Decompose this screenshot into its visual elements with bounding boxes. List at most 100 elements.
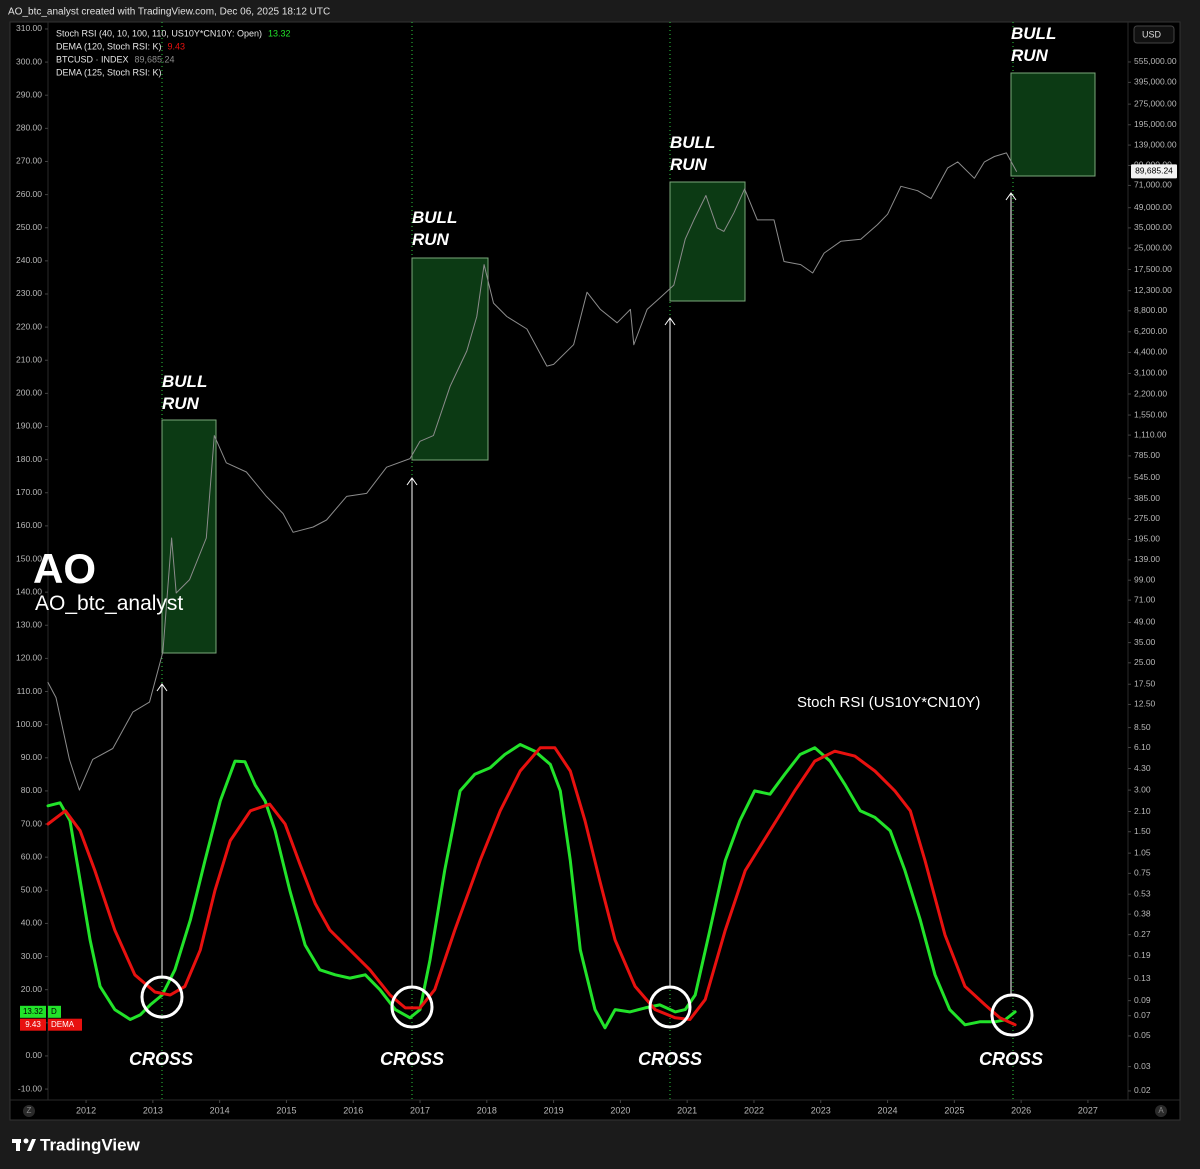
y2-tick-label: 0.13 — [1134, 973, 1151, 983]
button-bg — [1155, 1105, 1167, 1117]
legend-entry: DEMA (125, Stoch RSI: K) — [56, 67, 162, 77]
annotation: CROSS — [637, 1049, 703, 1069]
annotation: BULL RUN — [162, 372, 208, 413]
y-tick-label: 260.00 — [16, 189, 42, 199]
y2-tick-label: 35.00 — [1134, 637, 1156, 647]
legend-value: 13.32 — [268, 28, 291, 38]
x-tick-label: 2026 — [1011, 1105, 1031, 1115]
y-tick-label: -10.00 — [18, 1083, 42, 1093]
annotation: BULL RUN — [1011, 24, 1057, 65]
y-tick-label: 200.00 — [16, 388, 42, 398]
annotation: CROSS — [128, 1049, 194, 1069]
price-tag-label: 89,685.24 — [1135, 166, 1173, 176]
y2-tick-label: 12.50 — [1134, 699, 1156, 709]
y-tick-label: 60.00 — [21, 851, 43, 861]
y2-tick-label: 0.03 — [1134, 1061, 1151, 1071]
legend-entry: DEMA (120, Stoch RSI: K) — [56, 41, 162, 51]
y-tick-label: 220.00 — [16, 321, 42, 331]
price-line — [47, 152, 1017, 791]
y2-tick-label: 2,200.00 — [1134, 388, 1167, 398]
x-tick-label: 2021 — [677, 1105, 697, 1115]
x-tick-label: 2019 — [544, 1105, 564, 1115]
bull-run-box — [161, 419, 217, 654]
brand: TradingView — [40, 1135, 141, 1154]
bull-run-box — [411, 257, 489, 461]
value-tag-label: 13.32 — [23, 1007, 44, 1016]
x-tick-label: 2014 — [210, 1105, 230, 1115]
y-tick-label: 210.00 — [16, 354, 42, 364]
y-tick-label: 110.00 — [17, 686, 43, 696]
y-tick-label: 30.00 — [21, 951, 43, 961]
zoom-button[interactable]: Z — [27, 1106, 32, 1115]
y2-tick-label: 1.05 — [1134, 847, 1151, 857]
y-tick-label: 250.00 — [16, 222, 42, 232]
annotation: BULL RUN — [670, 133, 716, 174]
auto-button[interactable]: A — [1158, 1106, 1164, 1115]
y2-tick-label: 8,800.00 — [1134, 305, 1167, 315]
cross-circle — [140, 975, 184, 1019]
indicator-line — [46, 743, 1017, 1030]
y-tick-label: 90.00 — [21, 752, 43, 762]
y2-tick-label: 4.30 — [1134, 763, 1151, 773]
y2-tick-label: 6,200.00 — [1134, 326, 1167, 336]
annotation: CROSS — [379, 1049, 445, 1069]
currency: USD — [1142, 29, 1162, 39]
arrow-head — [1005, 192, 1017, 201]
logo-part — [27, 1139, 36, 1151]
y2-tick-label: 17.50 — [1134, 678, 1156, 688]
y-tick-label: 40.00 — [21, 918, 43, 928]
y2-tick-label: 17,500.00 — [1134, 264, 1172, 274]
y2-tick-label: 545.00 — [1134, 472, 1160, 482]
y2-tick-label: 12,300.00 — [1134, 285, 1172, 295]
y2-tick-label: 1,550.00 — [1134, 409, 1167, 419]
arrow-head — [406, 477, 418, 486]
logo-part — [16, 1139, 20, 1151]
y2-tick-label: 385.00 — [1134, 493, 1160, 503]
y2-tick-label: 785.00 — [1134, 450, 1160, 460]
x-tick-label: 2013 — [143, 1105, 163, 1115]
annotation: BULL RUN — [412, 208, 458, 249]
y2-tick-label: 25,000.00 — [1134, 242, 1172, 252]
y2-tick-label: 49.00 — [1134, 617, 1156, 627]
y-tick-label: 50.00 — [21, 885, 43, 895]
y-tick-label: 310.00 — [16, 23, 42, 33]
series-tag — [48, 1005, 61, 1018]
y2-tick-label: 555,000.00 — [1134, 56, 1177, 66]
x-tick-label: 2012 — [76, 1105, 96, 1115]
y-tick-label: 150.00 — [16, 553, 42, 563]
annotation: Stoch RSI (US10Y*CN10Y) — [797, 694, 981, 711]
header-title: AO_btc_analyst created with TradingView.… — [8, 7, 330, 18]
y2-tick-label: 0.53 — [1134, 888, 1151, 898]
legend-entry: BTCUSD · INDEX — [56, 54, 129, 64]
x-tick-label: 2018 — [477, 1105, 497, 1115]
y-tick-label: 140.00 — [16, 586, 42, 596]
x-tick-label: 2027 — [1078, 1105, 1098, 1115]
indicator-line — [46, 746, 1017, 1027]
y-tick-label: 0.00 — [25, 1050, 42, 1060]
arrow-head — [156, 683, 168, 692]
x-tick-label: 2025 — [944, 1105, 964, 1115]
x-tick-label: 2015 — [276, 1105, 296, 1115]
y2-tick-label: 8.50 — [1134, 722, 1151, 732]
legend-entry: Stoch RSI (40, 10, 100, 110, US10Y*CN10Y… — [56, 28, 262, 38]
y2-tick-label: 3,100.00 — [1134, 368, 1167, 378]
logo-part — [23, 1138, 29, 1144]
y2-tick-label: 71.00 — [1134, 594, 1156, 604]
y2-tick-label: 195.00 — [1134, 534, 1160, 544]
price-tag — [1131, 164, 1177, 179]
legend-value: 89,685.24 — [135, 54, 175, 64]
y-tick-label: 20.00 — [21, 984, 43, 994]
bull-run-boxes — [161, 72, 1096, 654]
bull-run-box — [669, 181, 746, 302]
cross-circle — [390, 985, 434, 1029]
y2-tick-label: 1,110.00 — [1134, 429, 1167, 439]
y-tick-label: 180.00 — [16, 454, 42, 464]
button-bg — [23, 1105, 35, 1117]
y2-tick-label: 139.00 — [1134, 554, 1160, 564]
y2-tick-label: 4,400.00 — [1134, 347, 1167, 357]
y-tick-label: 80.00 — [21, 785, 43, 795]
series-tag-label: D — [51, 1007, 57, 1016]
y2-tick-label: 0.07 — [1134, 1010, 1151, 1020]
x-tick-label: 2023 — [811, 1105, 831, 1115]
